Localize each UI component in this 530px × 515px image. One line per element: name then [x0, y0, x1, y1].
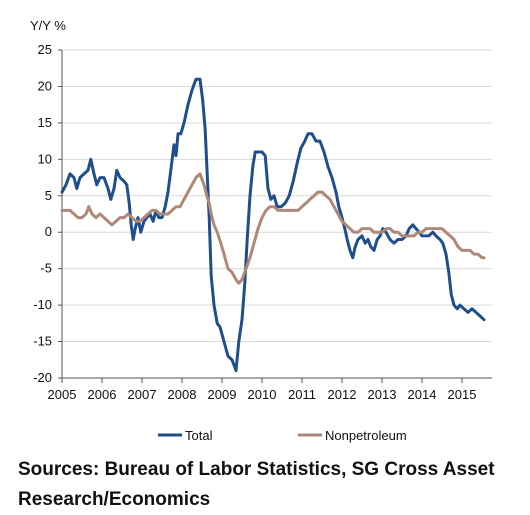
x-tick-label: 2015 — [448, 387, 477, 402]
y-tick-label: 25 — [38, 42, 52, 57]
x-tick-label: 2007 — [128, 387, 157, 402]
y-tick-label: 0 — [45, 224, 52, 239]
chart-container: Y/Y % 25 20 15 10 5 0 -5 -10 -15 -20 2005 2006 2007 20… — [30, 18, 492, 443]
series-line-nonpetroleum — [60, 172, 486, 285]
x-tick-label: 2008 — [168, 387, 197, 402]
y-unit-label: Y/Y % — [30, 18, 66, 33]
x-tick-label: 2013 — [368, 387, 397, 402]
y-tick-label: 10 — [38, 151, 52, 166]
x-tick-label: 2005 — [48, 387, 77, 402]
y-tick-label: -5 — [40, 261, 52, 276]
legend-label-total: Total — [185, 428, 213, 443]
y-tick-label: -10 — [33, 297, 52, 312]
x-tick-label: 2009 — [208, 387, 237, 402]
x-tick-label: 2012 — [328, 387, 357, 402]
x-tick-label: 2006 — [88, 387, 117, 402]
sources-caption: Sources: Bureau of Labor Statistics, SG … — [18, 459, 495, 510]
x-tick-label: 2010 — [248, 387, 277, 402]
x-tick-label: 2011 — [288, 387, 316, 402]
legend-label-nonpetroleum: Nonpetroleum — [325, 428, 407, 443]
y-tick-label: 15 — [38, 115, 52, 130]
y-tick-label: -15 — [33, 334, 52, 349]
series-line-total — [60, 77, 486, 373]
y-tick-label: 5 — [45, 188, 52, 203]
x-tick-label: 2014 — [408, 387, 437, 402]
y-tick-label: -20 — [33, 370, 52, 385]
y-tick-label: 20 — [38, 78, 52, 93]
